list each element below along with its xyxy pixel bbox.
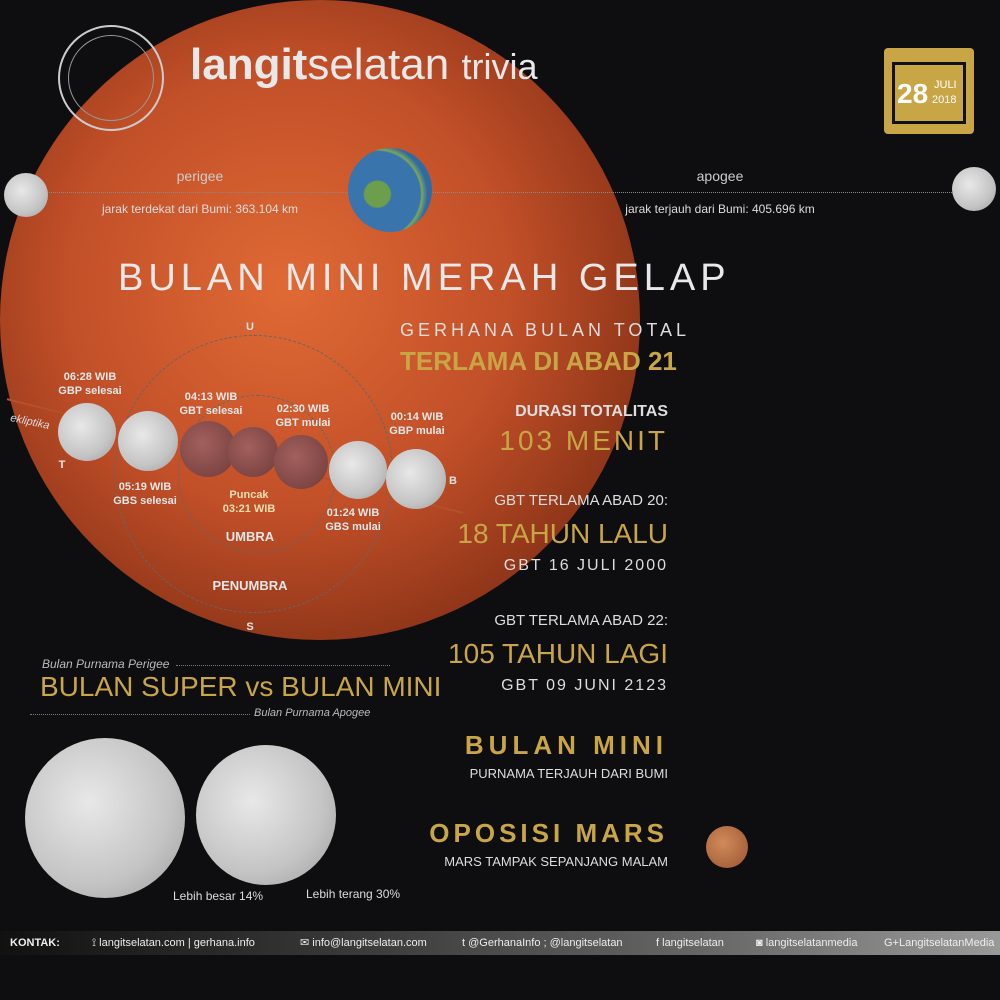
facebook-text: langitselatan: [662, 937, 724, 949]
email-text: info@langitselatan.com: [312, 937, 427, 949]
website-text: langitselatan.com | gerhana.info: [99, 937, 255, 949]
moon-gbp-start: [386, 449, 446, 509]
fact-duration-value: 103 MENIT: [499, 425, 668, 456]
apogee-distance: jarak terjauh dari Bumi: 405.696 km: [625, 202, 815, 216]
title-bold: langit: [190, 40, 308, 89]
perigee-note: Bulan Purnama Perigee: [42, 657, 170, 671]
west-label: B: [449, 475, 457, 487]
event-gbp-start: 00:14 WIB GBP mulai: [389, 411, 445, 437]
date-month: JULI: [934, 79, 957, 91]
rss-icon: ⟟: [92, 937, 100, 949]
penumbra-label: PENUMBRA: [212, 578, 288, 593]
twitter-icon: t: [462, 937, 469, 949]
fact-c20-date: GBT 16 JULI 2000: [503, 557, 668, 574]
fact-mars-opposition: OPOSISI MARS: [429, 818, 668, 848]
fact-c20-value: 18 TAHUN LALU: [457, 518, 668, 549]
fact-mini-moon-sub: PURNAMA TERJAUH DARI BUMI: [469, 766, 668, 781]
super-moon: [25, 738, 185, 898]
date-year: 2018: [932, 94, 957, 106]
east-label: T: [58, 459, 66, 471]
event-gbt-end: 04:13 WIB GBT selesai: [179, 391, 243, 417]
twitter-text: @GerhanaInfo ; @langitselatan: [468, 937, 623, 949]
mini-moon: [196, 745, 336, 885]
fact-mars-sub: MARS TAMPAK SEPANJANG MALAM: [444, 854, 668, 869]
fact-total-eclipse-sub: GERHANA BULAN TOTAL: [400, 320, 691, 340]
moon-gbs-end: [118, 411, 178, 471]
compare-line-bottom: [30, 714, 250, 715]
fact-longest-century: TERLAMA DI ABAD 21: [400, 346, 677, 376]
website-link[interactable]: ⟟ langitselatan.com | gerhana.info: [92, 937, 255, 950]
earth-icon: [348, 148, 432, 232]
event-gbs-end: 05:19 WIB GBS selesai: [113, 481, 177, 507]
facebook-icon: f: [656, 937, 663, 949]
title-suffix: trivia: [461, 46, 538, 87]
fact-duration-label: DURASI TOTALITAS: [515, 403, 668, 420]
instagram-text: langitselatanmedia: [765, 937, 858, 949]
brighter-label: Lebih terang 30%: [306, 887, 401, 901]
fact-mini-moon: BULAN MINI: [464, 730, 668, 760]
compare-line-top: [176, 665, 390, 666]
moon-gbt-end: [180, 421, 236, 477]
event-gbs-start: 01:24 WIB GBS mulai: [325, 507, 381, 533]
calendar-icon: 28 JULI 2018: [884, 48, 974, 134]
north-label: U: [246, 321, 254, 333]
apogee-note: Bulan Purnama Apogee: [254, 707, 371, 719]
perigee-moon: [4, 173, 48, 217]
instagram-link[interactable]: ◙ langitselatanmedia: [756, 937, 857, 950]
compare-title: BULAN SUPER vs BULAN MINI: [40, 671, 442, 702]
bigger-label: Lebih besar 14%: [173, 889, 264, 903]
mail-icon: ✉: [300, 937, 313, 949]
fact-c22-date: GBT 09 JUNI 2123: [501, 677, 668, 694]
event-peak: Puncak 03:21 WIB: [222, 489, 276, 515]
contact-label: KONTAK:: [10, 937, 60, 949]
apogee-label: apogee: [696, 168, 744, 184]
logo: [58, 25, 164, 131]
distance-line: [30, 192, 970, 193]
perigee-label: perigee: [176, 168, 224, 184]
moon-gbt-start: [274, 435, 328, 489]
email-link[interactable]: ✉ info@langitselatan.com: [300, 937, 427, 950]
moon-gbs-start: [329, 441, 387, 499]
twitter-link[interactable]: t @GerhanaInfo ; @langitselatan: [462, 937, 623, 950]
facebook-link[interactable]: f langitselatan: [656, 937, 724, 950]
mars-small-icon: [706, 826, 748, 868]
date-day: 28: [897, 78, 929, 109]
moon-peak: [228, 427, 278, 477]
footer-bar: [0, 931, 1000, 955]
app-title: langitselatan trivia: [190, 40, 537, 92]
apogee-moon: [952, 167, 996, 211]
perigee-distance: jarak terdekat dari Bumi: 363.104 km: [101, 202, 299, 216]
umbra-label: UMBRA: [225, 529, 275, 544]
title-light: selatan: [307, 40, 450, 89]
fact-c22-label: GBT TERLAMA ABAD 22:: [494, 612, 668, 629]
instagram-icon: ◙: [756, 937, 766, 949]
south-label: S: [246, 621, 254, 633]
event-gbt-start: 02:30 WIB GBT mulai: [275, 403, 331, 429]
gplus-link[interactable]: G+LangitselatanMedia: [884, 937, 995, 949]
event-gbp-end: 06:28 WIB GBP selesai: [58, 371, 122, 397]
main-title: BULAN MINI MERAH GELAP: [118, 257, 731, 299]
moon-gbp-end: [58, 403, 116, 461]
fact-c20-label: GBT TERLAMA ABAD 20:: [494, 492, 668, 509]
fact-c22-value: 105 TAHUN LAGI: [448, 638, 668, 669]
